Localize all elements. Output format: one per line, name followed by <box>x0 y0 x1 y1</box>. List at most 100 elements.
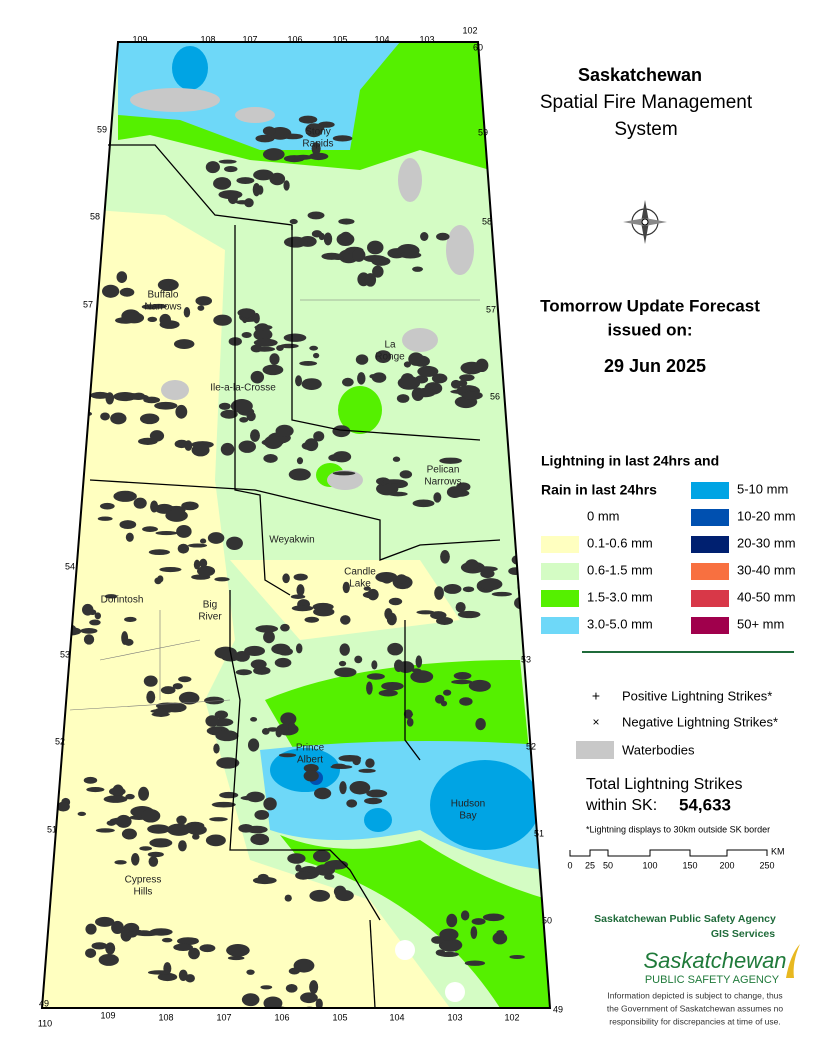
strike-cluster <box>111 920 124 935</box>
strike-cluster <box>214 710 229 719</box>
strike-cluster <box>293 573 308 581</box>
strike-cluster <box>263 996 283 1008</box>
strike-cluster <box>254 324 273 331</box>
boundaries-minor <box>69 299 480 711</box>
strike-cluster <box>296 584 305 597</box>
graticule-label: 52 <box>55 736 65 746</box>
strike-cluster <box>264 435 283 450</box>
strike-cluster <box>289 218 298 225</box>
strike-cluster <box>227 956 245 961</box>
strike-cluster <box>332 135 353 142</box>
strike-cluster <box>461 391 483 400</box>
strike-cluster <box>511 554 528 566</box>
strike-cluster <box>187 824 207 835</box>
scale-label: 50 <box>603 860 613 870</box>
strike-cluster <box>207 532 225 544</box>
strike-cluster <box>235 669 252 676</box>
strike-cluster <box>453 672 472 680</box>
place-label: Weyakwin <box>269 535 314 546</box>
strike-cluster <box>284 894 292 902</box>
strike-cluster <box>114 860 127 865</box>
strike-cluster <box>354 655 363 664</box>
strike-cluster <box>439 928 459 941</box>
strike-cluster <box>141 809 161 823</box>
strike-cluster <box>227 192 238 205</box>
strike-cluster <box>250 370 265 384</box>
strike-cluster <box>434 694 445 704</box>
strike-cluster <box>148 549 170 556</box>
strike-cluster <box>220 442 235 456</box>
zone-green <box>338 386 382 434</box>
strike-cluster <box>465 559 479 570</box>
strike-cluster <box>287 853 306 864</box>
graticule-label: 106 <box>287 34 302 44</box>
waterbody-swatch <box>576 741 614 759</box>
strike-cluster <box>436 616 454 625</box>
strike-cluster <box>260 985 273 990</box>
graticule-label: 49 <box>39 998 49 1008</box>
map: StonyRapidsBuffaloNarrowsLaRongeIle-a-la… <box>38 25 563 1028</box>
strike-cluster <box>283 236 308 248</box>
graticule-label: 110 <box>38 1018 52 1028</box>
legend-swatch <box>541 617 579 634</box>
strike-cluster <box>100 412 110 421</box>
strike-cluster <box>238 440 256 453</box>
strike-cluster <box>213 314 232 326</box>
strike-cluster <box>103 795 128 803</box>
strike-cluster <box>299 361 318 366</box>
strike-cluster <box>269 353 280 365</box>
strike-cluster <box>509 954 525 960</box>
strike-cluster <box>250 717 258 722</box>
strike-cluster <box>191 443 210 457</box>
strike-cluster <box>82 603 94 616</box>
strike-cluster <box>178 691 200 705</box>
strike-cluster <box>165 509 188 522</box>
forecast-heading: Tomorrow Update Forecast <box>540 296 760 315</box>
strike-cluster <box>412 499 435 508</box>
strike-cluster <box>338 218 355 225</box>
strike-cluster <box>252 876 277 885</box>
strike-cluster <box>295 375 303 387</box>
legend: 0 mm 0.1-0.6 mm 0.6-1.5 mm 1.5-3.0 mm 3.0-5.… <box>541 481 796 634</box>
strike-cluster <box>159 313 172 326</box>
strike-cluster <box>77 811 87 817</box>
strike-cluster <box>276 345 284 351</box>
strike-cluster <box>470 926 478 939</box>
strike-cluster <box>253 338 278 347</box>
strike-cluster <box>241 331 252 338</box>
strike-cluster <box>396 394 410 403</box>
strike-cluster <box>440 549 450 564</box>
graticule-label: 106 <box>274 1012 289 1022</box>
strike-cluster <box>139 413 160 425</box>
legend-label: 1.5-3.0 mm <box>587 589 653 604</box>
strike-cluster <box>163 702 187 713</box>
strike-cluster <box>188 947 200 960</box>
graticule-label: 103 <box>447 1012 462 1022</box>
strike-cluster <box>105 942 116 955</box>
strike-cluster <box>293 154 313 160</box>
strike-cluster <box>239 417 249 423</box>
place-label: Rapids <box>302 139 333 150</box>
strike-cluster <box>250 659 267 670</box>
strike-cluster <box>193 559 201 570</box>
strike-cluster <box>157 575 164 583</box>
strike-cluster <box>416 610 435 615</box>
strike-cluster <box>178 840 187 852</box>
scale-label: 0 <box>567 860 572 870</box>
strike-cluster <box>358 768 376 773</box>
agency-name: Saskatchewan Public Safety Agency <box>594 913 776 925</box>
strike-cluster <box>251 1011 270 1015</box>
strike-cluster <box>187 543 208 548</box>
strike-cluster <box>340 615 351 625</box>
strike-cluster <box>434 586 444 600</box>
strike-cluster <box>197 565 216 577</box>
strike-cluster <box>175 404 188 419</box>
strike-cluster <box>280 623 290 632</box>
strike-cluster <box>289 967 301 973</box>
strike-cluster <box>342 377 354 387</box>
strike-cluster <box>300 992 318 1004</box>
strike-cluster <box>205 834 226 847</box>
strike-cluster <box>415 387 436 398</box>
strike-cluster <box>124 616 137 623</box>
